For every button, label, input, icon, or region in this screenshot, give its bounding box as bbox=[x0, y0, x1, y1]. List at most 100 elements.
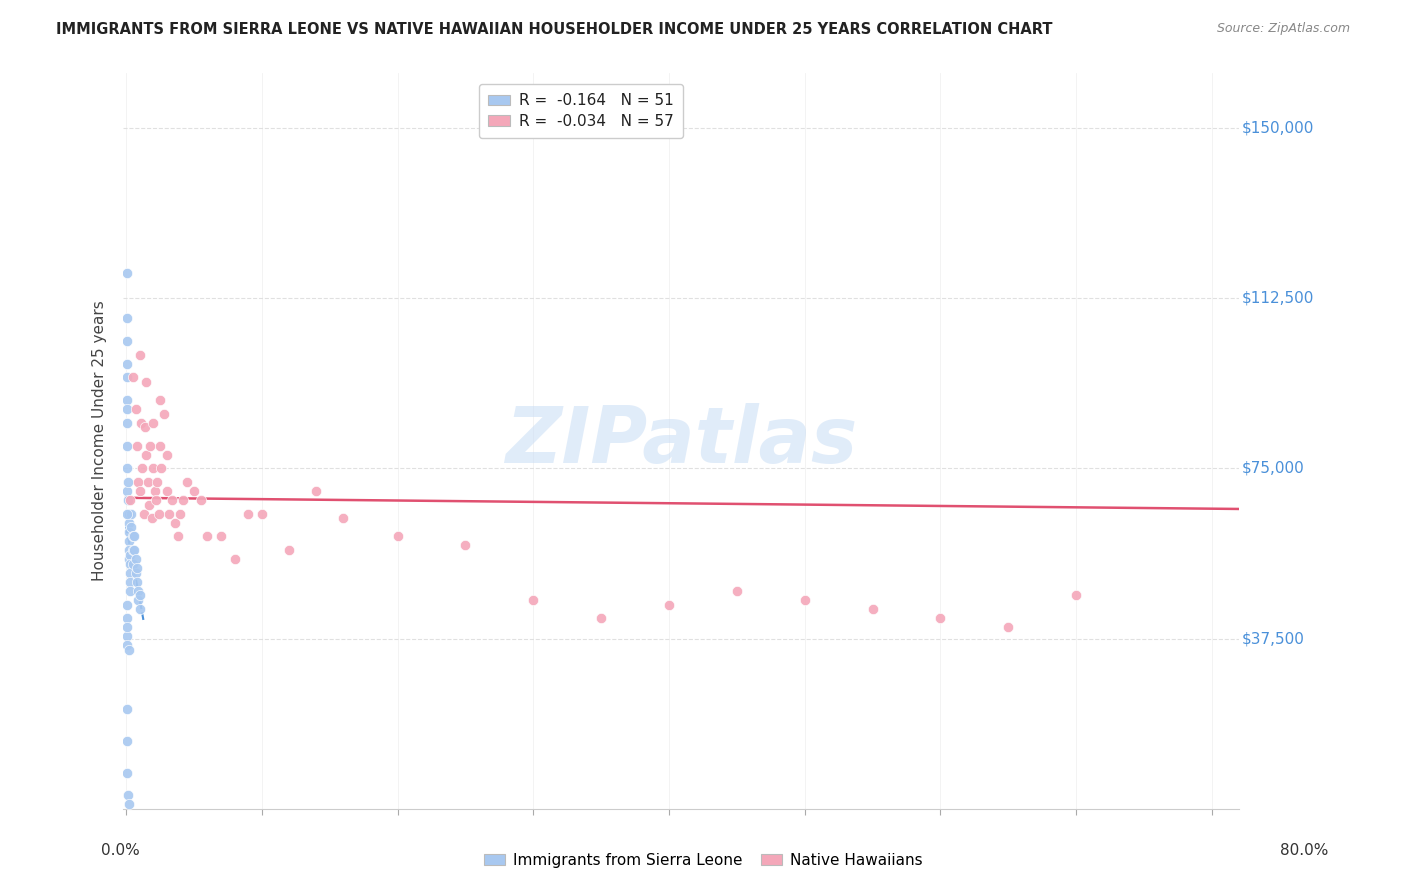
Point bbox=[117, 438, 139, 452]
Point bbox=[117, 461, 139, 475]
Point bbox=[387, 529, 409, 543]
Point bbox=[117, 734, 139, 748]
Point bbox=[149, 393, 172, 408]
Point bbox=[862, 602, 884, 616]
Point bbox=[176, 475, 198, 489]
Point bbox=[135, 448, 157, 462]
Legend: R =  -0.164   N = 51, R =  -0.034   N = 57: R = -0.164 N = 51, R = -0.034 N = 57 bbox=[479, 85, 682, 138]
Point bbox=[1064, 589, 1087, 603]
Point bbox=[121, 370, 143, 384]
Point bbox=[997, 620, 1019, 634]
Text: $37,500: $37,500 bbox=[1241, 632, 1305, 646]
Point bbox=[163, 516, 186, 530]
Point bbox=[522, 593, 544, 607]
Point bbox=[238, 507, 260, 521]
Point bbox=[117, 765, 139, 780]
Point bbox=[121, 529, 143, 543]
Point bbox=[197, 529, 219, 543]
Point bbox=[146, 475, 169, 489]
Point bbox=[118, 516, 141, 530]
Point bbox=[591, 611, 613, 625]
Point bbox=[190, 493, 212, 508]
Point bbox=[117, 639, 139, 653]
Point bbox=[120, 520, 142, 534]
Point bbox=[250, 507, 273, 521]
Point bbox=[120, 574, 142, 589]
Point bbox=[117, 393, 139, 408]
Point bbox=[135, 375, 157, 389]
Point bbox=[115, 311, 138, 326]
Point bbox=[138, 498, 160, 512]
Point bbox=[118, 507, 141, 521]
Point bbox=[125, 574, 148, 589]
Point bbox=[117, 789, 139, 803]
Point bbox=[115, 266, 138, 280]
Point bbox=[120, 557, 142, 571]
Point bbox=[128, 348, 150, 362]
Point bbox=[658, 598, 681, 612]
Point bbox=[136, 475, 159, 489]
Point bbox=[120, 493, 142, 508]
Point bbox=[127, 583, 149, 598]
Point bbox=[117, 598, 139, 612]
Point bbox=[117, 483, 139, 498]
Point bbox=[117, 475, 139, 489]
Point bbox=[120, 507, 142, 521]
Point bbox=[124, 402, 146, 417]
Point bbox=[153, 407, 176, 421]
Point bbox=[793, 593, 815, 607]
Point bbox=[124, 566, 146, 580]
Point bbox=[120, 548, 142, 562]
Text: 80.0%: 80.0% bbox=[1281, 843, 1329, 858]
Point bbox=[128, 602, 150, 616]
Point bbox=[118, 533, 141, 548]
Point bbox=[127, 475, 149, 489]
Point bbox=[131, 461, 153, 475]
Point bbox=[118, 643, 141, 657]
Point bbox=[332, 511, 354, 525]
Point bbox=[169, 507, 191, 521]
Point bbox=[143, 483, 166, 498]
Point bbox=[129, 416, 152, 430]
Point bbox=[183, 483, 205, 498]
Point bbox=[156, 483, 179, 498]
Point bbox=[134, 420, 156, 434]
Text: $75,000: $75,000 bbox=[1241, 461, 1305, 475]
Y-axis label: Householder Income Under 25 years: Householder Income Under 25 years bbox=[93, 301, 107, 582]
Point bbox=[132, 507, 155, 521]
Point bbox=[929, 611, 952, 625]
Point bbox=[145, 493, 167, 508]
Point bbox=[159, 507, 181, 521]
Point bbox=[122, 543, 145, 558]
Point bbox=[122, 529, 145, 543]
Point bbox=[725, 583, 748, 598]
Point bbox=[172, 493, 194, 508]
Point bbox=[120, 583, 142, 598]
Point bbox=[115, 629, 138, 643]
Text: Source: ZipAtlas.com: Source: ZipAtlas.com bbox=[1216, 22, 1350, 36]
Point bbox=[117, 357, 139, 371]
Point bbox=[118, 524, 141, 539]
Point bbox=[454, 539, 477, 553]
Point bbox=[125, 561, 148, 575]
Point bbox=[156, 448, 179, 462]
Point bbox=[117, 507, 139, 521]
Text: $150,000: $150,000 bbox=[1241, 120, 1313, 135]
Point bbox=[115, 702, 138, 716]
Point bbox=[209, 529, 232, 543]
Point bbox=[115, 334, 138, 348]
Point bbox=[141, 511, 163, 525]
Point bbox=[277, 543, 299, 558]
Point bbox=[128, 483, 150, 498]
Point bbox=[142, 461, 165, 475]
Point bbox=[139, 438, 162, 452]
Point bbox=[160, 493, 183, 508]
Point bbox=[166, 529, 188, 543]
Point bbox=[149, 438, 172, 452]
Point bbox=[128, 589, 150, 603]
Legend: Immigrants from Sierra Leone, Native Hawaiians: Immigrants from Sierra Leone, Native Haw… bbox=[478, 847, 928, 873]
Text: IMMIGRANTS FROM SIERRA LEONE VS NATIVE HAWAIIAN HOUSEHOLDER INCOME UNDER 25 YEAR: IMMIGRANTS FROM SIERRA LEONE VS NATIVE H… bbox=[56, 22, 1053, 37]
Point bbox=[118, 797, 141, 812]
Point bbox=[115, 611, 138, 625]
Point bbox=[148, 507, 170, 521]
